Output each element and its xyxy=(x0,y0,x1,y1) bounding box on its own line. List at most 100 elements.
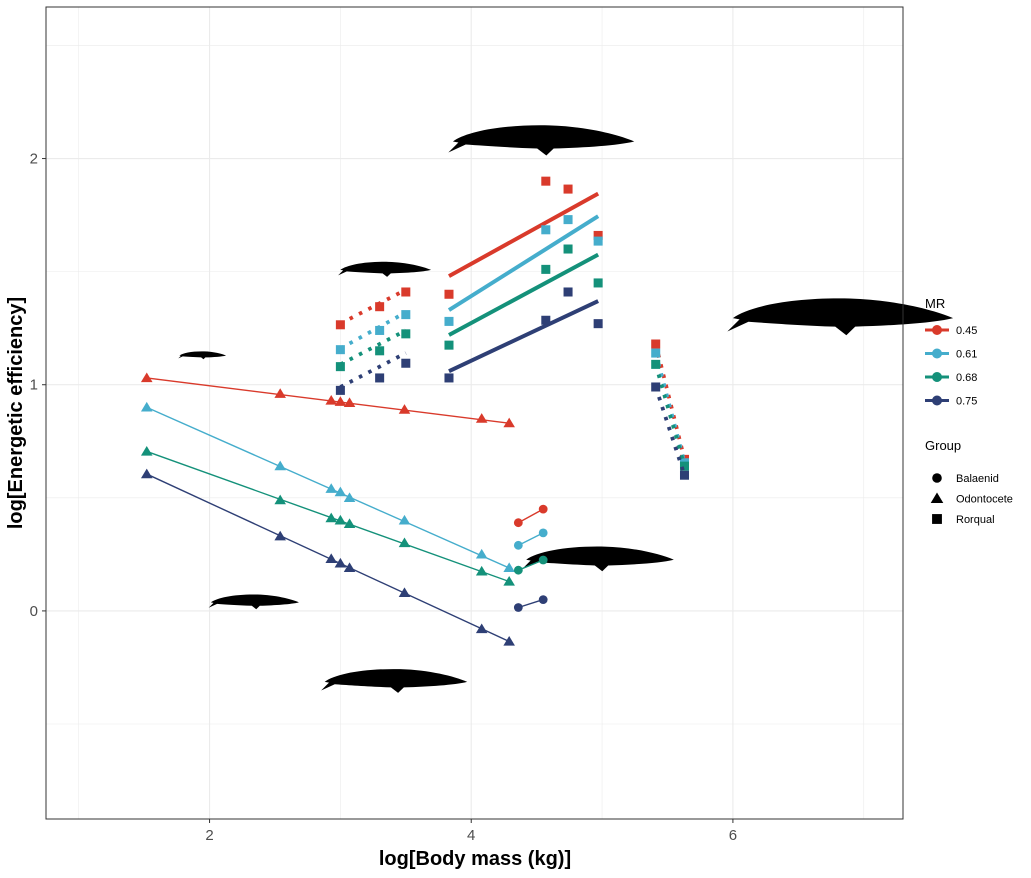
data-point xyxy=(401,358,411,368)
whale-porpoise-silhouette xyxy=(178,351,227,360)
data-point xyxy=(334,557,347,568)
data-point xyxy=(325,483,338,493)
series-rorqual-0-68 xyxy=(335,328,411,372)
y-tick-label: 1 xyxy=(30,377,38,394)
whale-fin-silhouette xyxy=(448,125,635,156)
series-odontocete-0-45 xyxy=(140,372,515,428)
legend-group-key xyxy=(930,492,944,503)
data-point xyxy=(541,225,551,235)
legend-mr-label: 0.45 xyxy=(956,325,977,337)
legend-mr-label: 0.61 xyxy=(956,349,977,361)
data-point xyxy=(513,518,523,528)
data-point xyxy=(475,565,488,576)
data-point xyxy=(401,329,411,339)
y-tick-label: 2 xyxy=(30,151,38,168)
data-point xyxy=(503,635,515,646)
y-axis-title: log[Energetic efficiency] xyxy=(5,297,27,529)
x-tick-label: 2 xyxy=(205,827,213,844)
data-point xyxy=(334,486,347,497)
data-point xyxy=(541,315,551,325)
legend-mr-label: 0.75 xyxy=(956,396,977,408)
data-point xyxy=(375,325,385,335)
data-point xyxy=(503,576,515,586)
data-point xyxy=(475,623,488,634)
data-point xyxy=(375,373,385,383)
data-point xyxy=(513,565,523,575)
x-tick-label: 4 xyxy=(467,827,475,844)
data-point xyxy=(541,176,551,186)
data-point xyxy=(538,528,548,538)
data-point xyxy=(513,540,523,550)
x-axis-title: log[Body mass (kg)] xyxy=(379,848,571,870)
legend-mr-entry: 0.75 xyxy=(925,395,977,408)
data-point xyxy=(444,289,454,299)
data-point xyxy=(401,287,411,297)
series-rorqual-0-68 xyxy=(651,359,690,471)
legend-group-label: Odontocete xyxy=(956,494,1013,506)
series-rorqual-0-75 xyxy=(335,351,411,395)
data-point xyxy=(398,587,411,597)
series-rorqual-0-45 xyxy=(651,339,690,464)
data-point xyxy=(593,319,603,329)
data-point xyxy=(538,595,548,605)
data-point xyxy=(375,302,385,312)
data-point xyxy=(475,548,488,559)
legend-mr-key xyxy=(932,372,942,382)
fit-line xyxy=(518,532,544,546)
fit-line xyxy=(146,450,510,583)
legend-group-label: Rorqual xyxy=(956,514,995,526)
data-point xyxy=(541,264,551,274)
axes: 2 4 6 0 1 2 xyxy=(30,151,737,844)
series xyxy=(140,176,690,646)
data-point xyxy=(538,504,548,514)
legend-mr-entry: 0.68 xyxy=(925,372,977,384)
data-point xyxy=(593,230,603,240)
data-point xyxy=(679,470,690,480)
data-point xyxy=(444,373,454,383)
data-point xyxy=(334,514,347,525)
data-point xyxy=(679,461,690,471)
series-rorqual-0-45 xyxy=(444,176,603,299)
data-point xyxy=(398,404,411,414)
legend-mr-entry: 0.45 xyxy=(925,325,977,337)
series-balaenid-0-75 xyxy=(513,595,548,612)
legend-group-entry: Balaenid xyxy=(932,473,999,485)
whale-silhouettes xyxy=(178,125,954,693)
data-point xyxy=(593,278,603,288)
data-point xyxy=(140,468,153,479)
data-point xyxy=(651,339,661,349)
data-point xyxy=(398,514,411,525)
series-odontocete-0-61 xyxy=(140,401,515,573)
fit-line xyxy=(448,252,600,337)
x-tick-label: 6 xyxy=(729,827,737,844)
series-rorqual-0-61 xyxy=(335,310,411,355)
legend-group-key xyxy=(932,514,942,524)
data-point xyxy=(513,603,523,612)
data-point xyxy=(651,348,661,358)
fit-line xyxy=(653,352,687,464)
data-point xyxy=(563,215,573,225)
data-point xyxy=(563,244,573,254)
fit-line xyxy=(448,191,600,278)
data-point xyxy=(398,537,411,548)
data-point xyxy=(343,562,356,573)
data-point xyxy=(274,494,286,505)
data-point xyxy=(475,413,488,423)
data-point xyxy=(140,372,153,383)
data-point xyxy=(563,287,573,297)
legend: MR 0.45 0.61 0.68 0.75 Group Balaenid Odontocet… xyxy=(925,296,1013,526)
legend-mr-key xyxy=(932,325,942,335)
legend-group-label: Balaenid xyxy=(956,473,999,485)
series-rorqual-0-45 xyxy=(335,287,411,330)
data-point xyxy=(325,553,338,564)
data-point xyxy=(274,460,286,471)
data-point xyxy=(444,340,454,350)
data-point xyxy=(503,417,515,428)
data-point xyxy=(274,388,286,398)
series-balaenid-0-68 xyxy=(513,555,548,575)
data-point xyxy=(401,310,411,320)
series-rorqual-0-68 xyxy=(444,244,603,350)
legend-mr-key xyxy=(932,395,942,406)
whale-blue-silhouette xyxy=(727,298,954,336)
data-point xyxy=(325,395,338,405)
